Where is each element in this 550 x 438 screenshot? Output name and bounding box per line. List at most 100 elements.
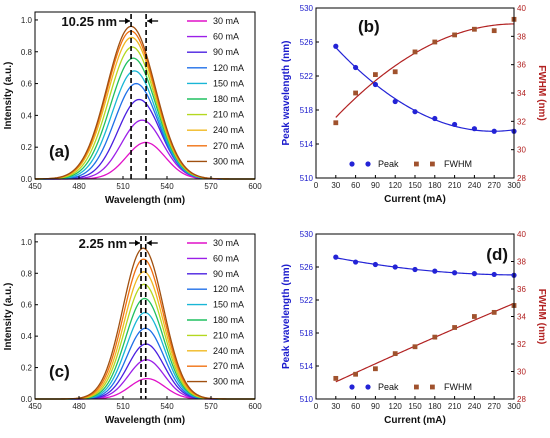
legend-label: 270 mA: [213, 141, 244, 151]
arrow-right-head: [147, 18, 153, 24]
legend-label: 180 mA: [213, 94, 244, 104]
fwhm-point: [392, 69, 398, 75]
arrow-right-head: [146, 240, 152, 246]
fwhm-point: [432, 39, 438, 45]
peak-point: [432, 115, 438, 122]
y2-tick-label: 28: [517, 395, 526, 404]
y2-tick-label: 36: [517, 61, 526, 70]
panel-b: 0 30 60 90 120 150 180 210 240 270 300 510 514 518 522…: [281, 4, 547, 205]
x-tick-label: 510: [116, 182, 130, 191]
legend-fwhm-marker: [414, 161, 419, 167]
x-axis-label: Wavelength (nm): [105, 195, 185, 206]
y-tick-label: 0.0: [21, 175, 33, 184]
y-tick-label: 0.0: [21, 395, 33, 404]
y-axis-label: Peak wavelength (nm): [281, 264, 292, 369]
panel-label: (d): [486, 245, 508, 264]
legend-label: 120 mA: [213, 284, 244, 294]
x-tick-label: 60: [351, 181, 360, 190]
x-tick-label: 150: [408, 402, 422, 411]
fwhm-point: [392, 351, 398, 357]
x-tick-label: 210: [448, 402, 462, 411]
x-tick-label: 270: [488, 181, 502, 190]
legend-peak-marker: [365, 384, 371, 390]
y-tick-label: 518: [300, 329, 314, 338]
y2-tick-label: 30: [517, 146, 526, 155]
legend-label: 300 mA: [213, 377, 244, 387]
y-tick-label: 522: [300, 72, 314, 81]
x-tick-label: 270: [488, 402, 502, 411]
y2-tick-label: 40: [517, 4, 526, 13]
panel-a: 450 480 510 540 570 600 0.0 0.2 0.4 0.6 0.8 1.0 Wave…: [3, 11, 262, 206]
x-tick-label: 480: [72, 402, 86, 411]
peak-point: [392, 264, 398, 270]
peak-fit-line: [335, 47, 515, 132]
legend-label: 90 mA: [213, 47, 239, 57]
y-tick-label: 0.2: [21, 364, 33, 373]
legend-label: 60 mA: [213, 253, 239, 263]
x-tick-label: 240: [468, 402, 482, 411]
y2-tick-label: 34: [517, 313, 526, 322]
arrow-left-head: [125, 18, 131, 24]
fwhm-fit-line: [335, 23, 515, 118]
x-tick-label: 120: [389, 402, 403, 411]
fwhm-point: [333, 120, 339, 126]
y2-tick-label: 38: [517, 258, 526, 267]
y2-tick-label: 40: [517, 230, 526, 239]
fwhm-point: [472, 26, 477, 32]
legend-peak-marker: [349, 161, 355, 167]
fwhm-point: [353, 371, 358, 377]
legend-peak-marker: [349, 384, 355, 390]
y-tick-label: 514: [300, 362, 314, 371]
fwhm-point: [491, 309, 497, 315]
y2-axis-label: FWHM (nm): [536, 289, 547, 345]
fwhm-point: [432, 334, 438, 340]
legend-label: 150 mA: [213, 78, 244, 88]
peak-point: [491, 271, 497, 278]
x-tick-label: 570: [204, 182, 218, 191]
x-tick-label: 90: [371, 181, 380, 190]
peak-point: [353, 259, 359, 265]
legend-label: 300 mA: [213, 156, 244, 166]
peak-point: [432, 268, 438, 274]
x-tick-label: 180: [428, 181, 442, 190]
legend-label: 210 mA: [213, 110, 244, 120]
legend-label: 150 mA: [213, 300, 244, 310]
width-annotation: 10.25 nm: [61, 14, 117, 29]
legend-label-peak: Peak: [378, 382, 399, 392]
y-tick-label: 530: [300, 230, 314, 239]
panel-d: 0 30 60 90 120 150 180 210 240 270 300 510 514 518 522…: [281, 230, 547, 426]
y-tick-label: 0.6: [21, 80, 33, 89]
y-tick-label: 530: [300, 4, 314, 13]
y-tick-label: 1.0: [21, 238, 33, 247]
legend-label: 180 mA: [213, 315, 244, 325]
peak-point: [353, 64, 359, 71]
x-tick-label: 450: [28, 402, 42, 411]
y2-tick-label: 36: [517, 285, 526, 294]
y-tick-label: 518: [300, 106, 314, 115]
y-axis-label: Peak wavelength (nm): [281, 40, 292, 145]
peak-point: [392, 98, 398, 105]
y-tick-label: 526: [300, 263, 314, 272]
fwhm-point: [412, 49, 418, 55]
x-tick-label: 600: [248, 182, 262, 191]
peak-point: [333, 254, 339, 260]
x-tick-label: 510: [116, 402, 130, 411]
peak-fit-line: [335, 257, 514, 276]
peak-point: [412, 266, 418, 273]
legend-label: 30 mA: [213, 238, 239, 248]
y2-tick-label: 32: [517, 340, 526, 349]
fwhm-point: [373, 72, 378, 77]
y-tick-label: 514: [300, 140, 314, 149]
peak-point: [491, 128, 497, 134]
x-tick-label: 0: [314, 181, 319, 190]
panel-label: (a): [49, 142, 70, 161]
y-tick-label: 510: [300, 395, 314, 404]
peak-point: [333, 43, 339, 49]
fwhm-point: [472, 314, 477, 319]
y-tick-label: 510: [300, 174, 314, 183]
fwhm-point: [353, 90, 358, 96]
peak-point: [471, 126, 477, 132]
x-tick-label: 0: [314, 402, 319, 411]
peak-point: [372, 81, 378, 88]
